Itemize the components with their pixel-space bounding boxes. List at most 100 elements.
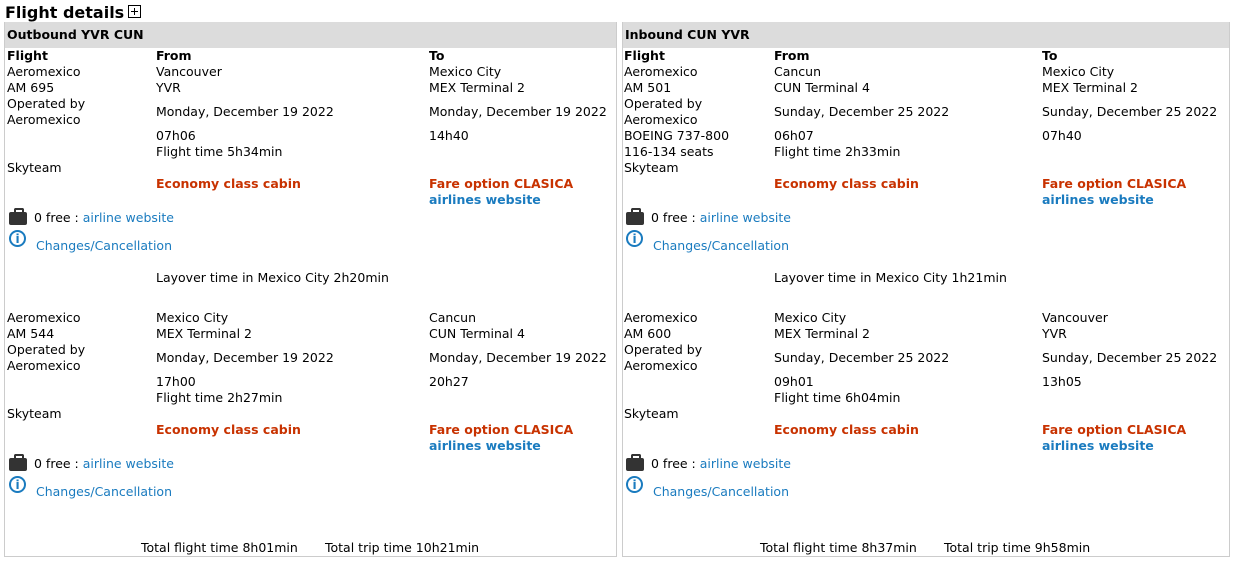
airlines-website-link[interactable]: airlines website (1042, 438, 1154, 453)
to-city: Mexico City (1042, 64, 1115, 79)
from-city: Vancouver (156, 64, 222, 79)
changes-cancellation-link[interactable]: Changes/Cancellation (36, 484, 173, 499)
seat-count: 116-134 seats (624, 144, 714, 159)
to-terminal: MEX Terminal 2 (1042, 80, 1138, 95)
fare-option: Fare option CLASICA (429, 176, 574, 191)
baggage-airline-link[interactable]: airline website (699, 456, 791, 471)
departure-time: 06h07 (774, 128, 814, 143)
airline-name: Aeromexico (7, 310, 81, 325)
from-terminal: MEX Terminal 2 (156, 326, 252, 341)
arrival-date: Monday, December 19 2022 (429, 104, 607, 119)
flight-number: AM 544 (7, 326, 55, 341)
baggage-info: 0 free : airline website (34, 456, 174, 471)
page-title: Flight details (5, 3, 142, 22)
changes-cancellation-link[interactable]: Changes/Cancellation (653, 238, 790, 253)
cabin-class: Economy class cabin (156, 176, 301, 191)
from-terminal: CUN Terminal 4 (774, 80, 870, 95)
changes-cancellation-link[interactable]: Changes/Cancellation (653, 484, 790, 499)
info-icon: i (626, 230, 643, 247)
alliance: Skyteam (624, 160, 679, 175)
col-from: From (774, 48, 810, 63)
inbound-panel: Inbound CUN YVR Flight From To Aeromexico AM … (622, 22, 1230, 557)
operated-by-label: Operated by (7, 342, 86, 357)
to-city: Mexico City (429, 64, 502, 79)
to-city: Cancun (429, 310, 477, 325)
fare-option: Fare option CLASICA (1042, 176, 1187, 191)
alliance: Skyteam (624, 406, 679, 421)
flight-segment: Aeromexico AM 600 Operated by Aeromexico Sky… (623, 310, 1229, 556)
operator-name: Aeromexico (7, 358, 81, 373)
layover-time: Layover time in Mexico City 2h20min (156, 270, 389, 285)
cabin-class: Economy class cabin (774, 422, 919, 437)
airline-name: Aeromexico (624, 310, 698, 325)
total-trip-time: Total trip time 10h21min (325, 540, 480, 555)
flight-number: AM 695 (7, 80, 55, 95)
baggage-icon (626, 208, 644, 225)
flight-segment: Aeromexico AM 695 Operated by Aeromexico Sky… (5, 64, 616, 310)
total-flight-time: Total flight time 8h37min (760, 540, 917, 555)
baggage-airline-link[interactable]: airline website (699, 210, 791, 225)
airline-name: Aeromexico (7, 64, 81, 79)
baggage-airline-link[interactable]: airline website (82, 210, 174, 225)
flight-number: AM 501 (624, 80, 672, 95)
total-flight-time: Total flight time 8h01min (141, 540, 298, 555)
panel-header: Outbound YVR CUN (5, 22, 616, 48)
alliance: Skyteam (7, 406, 62, 421)
operator-name: Aeromexico (624, 112, 698, 127)
from-city: Cancun (774, 64, 822, 79)
departure-date: Monday, December 19 2022 (156, 104, 334, 119)
flight-segment: Aeromexico AM 501 Operated by Aeromexico BOE… (623, 64, 1229, 310)
baggage-icon (9, 454, 27, 471)
arrival-date: Monday, December 19 2022 (429, 350, 607, 365)
col-to: To (1042, 48, 1058, 63)
col-flight: Flight (624, 48, 665, 63)
flight-number: AM 600 (624, 326, 672, 341)
total-trip-time: Total trip time 9h58min (944, 540, 1091, 555)
departure-time: 09h01 (774, 374, 814, 389)
operator-name: Aeromexico (624, 358, 698, 373)
arrival-date: Sunday, December 25 2022 (1042, 104, 1218, 119)
fare-option: Fare option CLASICA (429, 422, 574, 437)
cabin-class: Economy class cabin (156, 422, 301, 437)
from-city: Mexico City (156, 310, 229, 325)
baggage-info: 0 free : airline website (34, 210, 174, 225)
departure-time: 17h00 (156, 374, 196, 389)
from-terminal: YVR (156, 80, 181, 95)
operated-by-label: Operated by (624, 342, 703, 357)
baggage-icon (626, 454, 644, 471)
baggage-info: 0 free : airline website (651, 456, 791, 471)
airlines-website-link[interactable]: airlines website (429, 438, 541, 453)
departure-date: Monday, December 19 2022 (156, 350, 334, 365)
changes-cancellation-link[interactable]: Changes/Cancellation (36, 238, 173, 253)
to-terminal: MEX Terminal 2 (429, 80, 525, 95)
baggage-airline-link[interactable]: airline website (82, 456, 174, 471)
departure-date: Sunday, December 25 2022 (774, 350, 950, 365)
from-city: Mexico City (774, 310, 847, 325)
from-terminal: MEX Terminal 2 (774, 326, 870, 341)
to-terminal: CUN Terminal 4 (429, 326, 525, 341)
arrival-time: 07h40 (1042, 128, 1082, 143)
col-flight: Flight (7, 48, 48, 63)
airlines-website-link[interactable]: airlines website (1042, 192, 1154, 207)
expand-icon[interactable] (128, 5, 142, 18)
panel-header: Inbound CUN YVR (623, 22, 1229, 48)
operated-by-label: Operated by (624, 96, 703, 111)
fare-option: Fare option CLASICA (1042, 422, 1187, 437)
baggage-info: 0 free : airline website (651, 210, 791, 225)
info-icon: i (9, 476, 26, 493)
info-icon: i (626, 476, 643, 493)
aircraft-type: BOEING 737-800 (624, 128, 730, 143)
flight-time: Flight time 2h33min (774, 144, 901, 159)
arrival-time: 14h40 (429, 128, 469, 143)
col-to: To (429, 48, 445, 63)
airlines-website-link[interactable]: airlines website (429, 192, 541, 207)
baggage-icon (9, 208, 27, 225)
flight-time: Flight time 6h04min (774, 390, 901, 405)
flight-time: Flight time 5h34min (156, 144, 283, 159)
to-terminal: YVR (1042, 326, 1067, 341)
alliance: Skyteam (7, 160, 62, 175)
arrival-date: Sunday, December 25 2022 (1042, 350, 1218, 365)
flight-segment: Aeromexico AM 544 Operated by Aeromexico Sky… (5, 310, 616, 556)
outbound-panel: Outbound YVR CUN Flight From To Aeromexico AM… (4, 22, 617, 557)
operated-by-label: Operated by (7, 96, 86, 111)
